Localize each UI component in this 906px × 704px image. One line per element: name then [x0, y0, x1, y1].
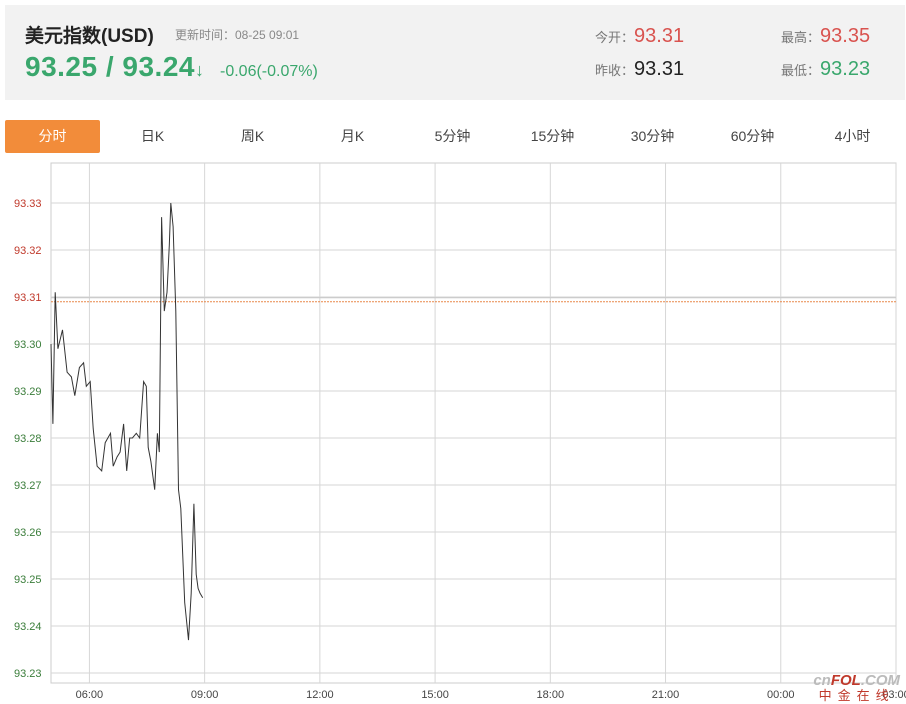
x-tick-label: 21:00 [652, 689, 680, 701]
update-time: 更新时间：08-25 09:01 [175, 28, 300, 42]
instrument-title: 美元指数(USD) [25, 26, 154, 47]
x-tick-label: 09:00 [191, 689, 219, 701]
y-tick-label: 93.24 [14, 621, 42, 633]
tab-15min[interactable]: 15分钟 [530, 128, 575, 144]
y-tick-label: 93.25 [14, 574, 42, 586]
high-label: 最高： [781, 30, 821, 45]
open-stat: 今开：93.31 [595, 25, 684, 48]
high-value: 93.35 [820, 25, 871, 47]
low-stat: 最低：93.23 [781, 58, 870, 81]
prev-close-label: 昨收： [595, 63, 635, 78]
prev-close-stat: 昨收：93.31 [595, 58, 684, 81]
current-price: 93.25 / 93.24↓ [25, 51, 204, 83]
y-tick-label: 93.23 [14, 668, 42, 680]
y-tick-label: 93.33 [14, 198, 42, 210]
tab-intraday[interactable]: 分时 [5, 120, 100, 153]
x-tick-label: 15:00 [421, 689, 449, 701]
tab-monthly-k[interactable]: 月K [340, 128, 365, 144]
open-value: 93.31 [634, 25, 685, 47]
y-tick-label: 93.26 [14, 527, 42, 539]
y-tick-label: 93.32 [14, 245, 42, 257]
tab-daily-k[interactable]: 日K [140, 128, 165, 144]
tab-60min[interactable]: 60分钟 [730, 128, 775, 144]
y-tick-label: 93.28 [14, 433, 42, 445]
y-tick-label: 93.30 [14, 339, 42, 351]
tab-5min[interactable]: 5分钟 [434, 128, 471, 144]
prev-close-value: 93.31 [634, 58, 685, 80]
quote-header: 美元指数(USD) 更新时间：08-25 09:01 93.25 / 93.24… [5, 5, 905, 100]
low-value: 93.23 [820, 58, 871, 80]
tab-4hour[interactable]: 4小时 [834, 128, 871, 144]
intraday-chart: 93.33 93.32 93.31 93.30 93.29 93.28 93.27 93.26… [14, 162, 906, 701]
high-stat: 最高：93.35 [781, 25, 870, 48]
y-tick-label: 93.29 [14, 386, 42, 398]
y-tick-label: 93.31 [14, 292, 42, 304]
x-tick-label: 06:00 [76, 689, 104, 701]
cnfol-logo: cnFOL.COM 中金在线 [813, 672, 900, 703]
low-label: 最低： [781, 63, 821, 78]
tab-weekly-k[interactable]: 周K [240, 128, 265, 144]
x-tick-label: 00:00 [767, 689, 795, 701]
tab-30min[interactable]: 30分钟 [630, 128, 675, 144]
y-tick-label: 93.27 [14, 480, 42, 492]
x-tick-label: 03:00 [882, 689, 906, 701]
x-tick-label: 12:00 [306, 689, 334, 701]
price-value: 93.25 / 93.24 [25, 51, 195, 82]
price-change: -0.06(-0.07%) [220, 63, 318, 80]
price-line [50, 202, 204, 641]
open-label: 今开： [595, 30, 635, 45]
period-tabs: 分时 日K 周K 月K 5分钟 15分钟 30分钟 60分钟 4小时 [5, 120, 905, 153]
x-tick-label: 18:00 [537, 689, 565, 701]
down-arrow-icon: ↓ [194, 60, 205, 80]
